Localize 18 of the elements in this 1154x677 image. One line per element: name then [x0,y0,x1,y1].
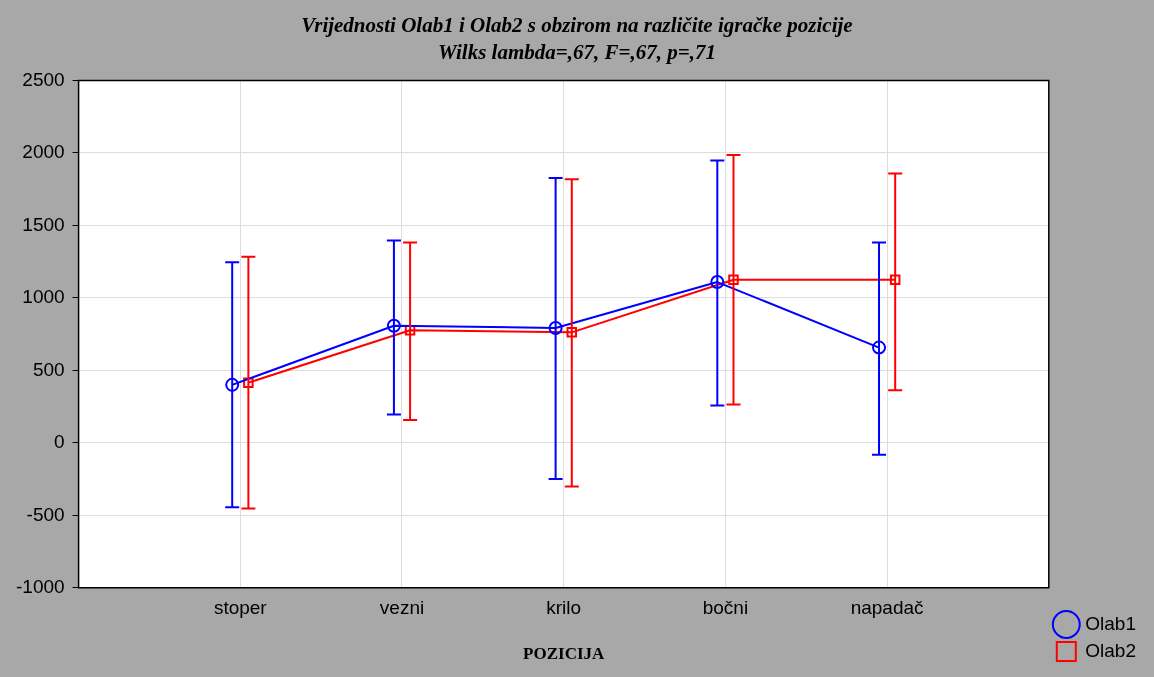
y-tick-label: 2500 [22,68,65,90]
chart-title: Vrijednosti Olab1 i Olab2 s obzirom na različite igračke pozicije [301,13,853,38]
x-axis-title: POZICIJA [523,644,606,664]
x-tick-label: stoper [213,597,268,619]
y-tick-label: 2000 [22,141,65,163]
y-tick-label: -1000 [15,576,65,598]
x-tick-label: napadač [850,597,924,619]
x-tick-label: krilo [546,597,582,619]
legend-label: Olab1 [1085,612,1136,634]
y-tick-label: 1500 [22,213,65,235]
y-tick-label: 500 [32,358,65,380]
y-tick-label: -500 [26,503,65,525]
y-tick-label: 0 [54,431,65,453]
x-tick-label: vezni [379,597,425,619]
chart-subtitle: Wilks lambda=,67, F=,67, p=,71 [438,40,716,65]
x-tick-label: bočni [702,597,749,619]
legend-label: Olab2 [1085,639,1136,661]
y-tick-label: 1000 [22,286,65,308]
